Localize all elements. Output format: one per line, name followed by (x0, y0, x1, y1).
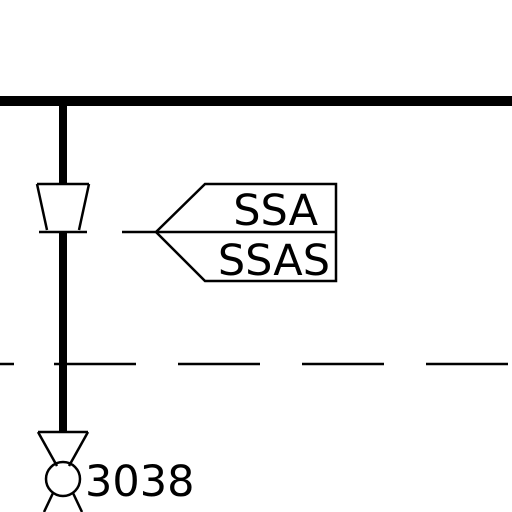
branch-pipe-upper (59, 104, 67, 184)
device-number-label: 3038 (85, 457, 194, 507)
reducer-icon (35, 182, 91, 234)
flag-tag-icon (154, 182, 338, 283)
valve-icon (36, 430, 90, 512)
main-header-pipe (0, 96, 512, 106)
tag-top-label: SSA (233, 186, 318, 236)
branch-pipe-lower (59, 232, 67, 432)
tag-bottom-label: SSAS (218, 236, 330, 286)
